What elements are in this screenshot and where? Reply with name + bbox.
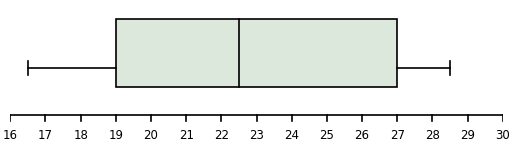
Text: 22: 22 (214, 129, 229, 142)
Text: 24: 24 (284, 129, 299, 142)
Text: 16: 16 (3, 129, 18, 142)
Text: 28: 28 (425, 129, 440, 142)
Text: 25: 25 (320, 129, 334, 142)
Text: 17: 17 (38, 129, 53, 142)
Text: 20: 20 (144, 129, 159, 142)
Text: 26: 26 (354, 129, 369, 142)
Bar (116, 19, 397, 87)
Text: 30: 30 (496, 129, 510, 142)
Text: 29: 29 (460, 129, 475, 142)
Text: 23: 23 (249, 129, 264, 142)
Text: 19: 19 (108, 129, 123, 142)
Text: 27: 27 (390, 129, 405, 142)
Text: 18: 18 (73, 129, 88, 142)
Text: 21: 21 (179, 129, 193, 142)
